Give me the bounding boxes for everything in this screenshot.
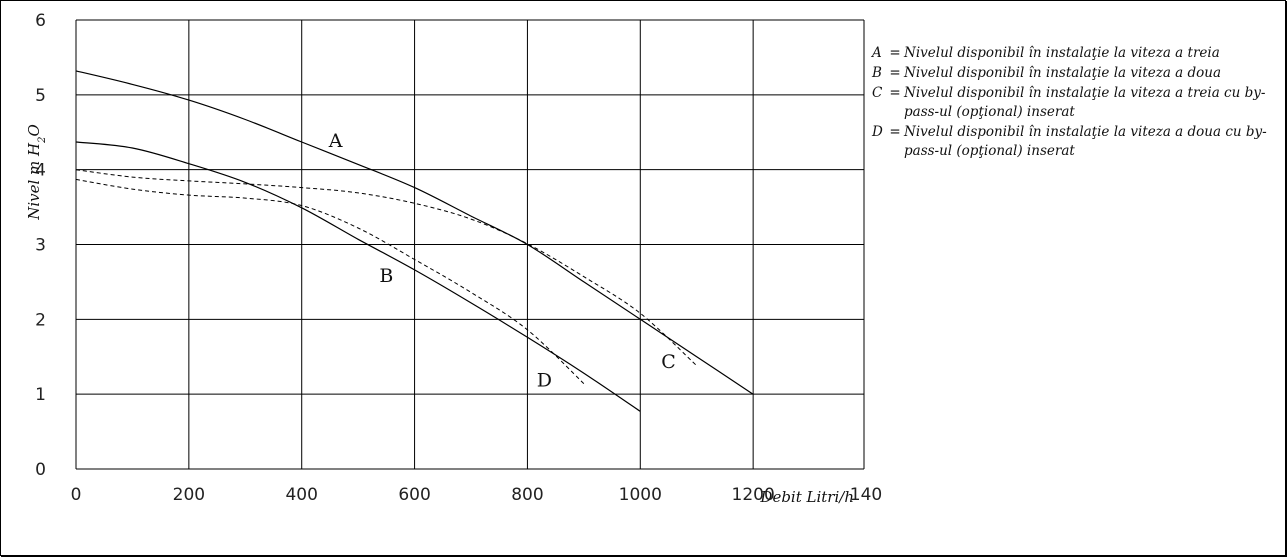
x-axis-title: Debit Litri/h [759,488,854,506]
legend-text: Nivelul disponibil în instalaţie la vite… [904,45,1220,61]
x-tick-label: 600 [398,485,430,505]
x-tick-label: 1000 [619,485,662,505]
legend-equals: = [889,45,901,61]
curve-label-a: A [328,130,343,152]
y-axis-title-part-2: O [25,124,43,136]
legend-item-b: B = Nivelul disponibil în instalaţie la … [872,64,1268,83]
y-tick-label: 1 [35,385,46,405]
curve-label-b: B [379,265,393,287]
x-tick-label: 200 [173,485,205,505]
legend: A = Nivelul disponibil în instalaţie la … [872,44,1268,162]
legend-item-a: A = Nivelul disponibil în instalaţie la … [872,44,1268,63]
curves [75,70,754,412]
series-line-b [75,141,641,412]
y-tick-label: 4 [35,161,46,181]
curve-label-d: D [537,370,552,392]
y-tick-label: 3 [35,236,46,256]
series-line-c [75,169,698,367]
y-axis-title-part-1: Nivel m H [25,142,43,221]
grid [75,19,865,470]
x-tick-label: 800 [511,485,543,505]
y-axis-title-subscript: 2 [37,137,48,144]
x-tick-label: 1200 [732,485,775,505]
series-line-d [75,178,585,385]
legend-key: A [872,45,882,61]
legend-equals: = [889,124,901,140]
y-tick-label: 2 [35,310,46,330]
y-tick-label: 6 [35,11,46,31]
legend-equals: = [889,65,901,81]
legend-key: C [872,85,883,101]
legend-item-c: C = Nivelul disponibil în instalaţie la … [872,84,1268,122]
x-tick-label: 140 [850,485,882,505]
curve-label-c: C [661,351,676,373]
legend-key: B [872,65,882,81]
legend-text: Nivelul disponibil în instalaţie la vite… [904,85,1266,120]
legend-key: D [872,124,883,140]
legend-item-d: D = Nivelul disponibil în instalaţie la … [872,123,1268,161]
y-tick-label: 5 [35,86,46,106]
legend-text: Nivelul disponibil în instalaţie la vite… [904,65,1222,81]
legend-text: Nivelul disponibil în instalaţie la vite… [904,124,1267,159]
x-tick-label: 0 [71,485,82,505]
curve-labels: A B C D [328,130,676,391]
y-tick-label: 0 [35,460,46,480]
x-tick-label: 400 [285,485,317,505]
y-axis-title: Nivel m H2O [25,124,48,221]
series-line-a [75,70,754,395]
legend-equals: = [889,85,901,101]
